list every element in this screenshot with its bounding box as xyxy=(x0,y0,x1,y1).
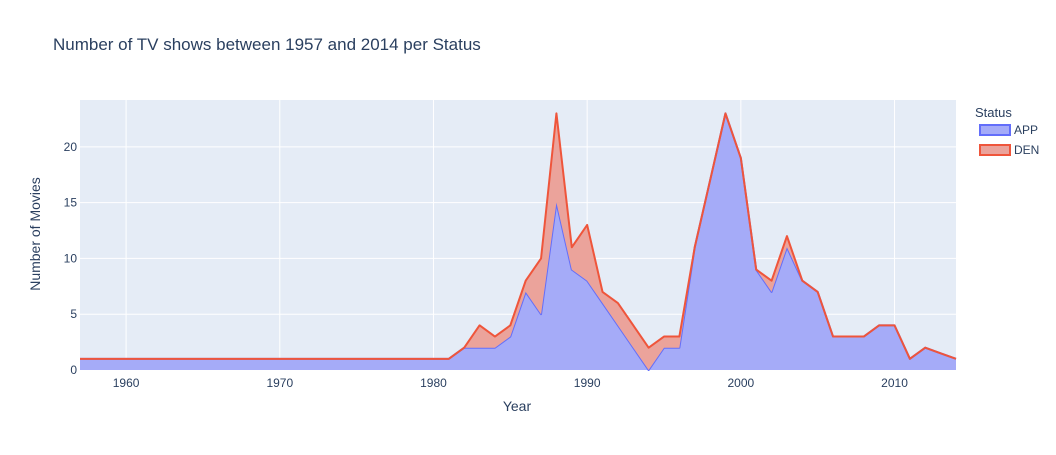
legend-item-app[interactable]: APP xyxy=(979,123,1038,137)
x-tick-label: 1970 xyxy=(266,376,293,390)
x-tick-label: 2010 xyxy=(881,376,908,390)
y-tick-label: 5 xyxy=(70,307,77,321)
y-axis-title: Number of Movies xyxy=(27,177,43,291)
area-series xyxy=(80,112,957,371)
legend[interactable]: Status APP DEN xyxy=(975,105,1039,157)
legend-swatch-app xyxy=(979,124,1011,136)
x-tick-label: 1980 xyxy=(420,376,447,390)
legend-item-den[interactable]: DEN xyxy=(979,143,1039,157)
legend-title: Status xyxy=(975,105,1012,120)
x-tick-label: 2000 xyxy=(727,376,754,390)
y-tick-label: 20 xyxy=(64,140,78,154)
legend-swatch-den xyxy=(979,144,1011,156)
chart-title: Number of TV shows between 1957 and 2014… xyxy=(53,35,481,54)
legend-label-app: APP xyxy=(1014,123,1038,137)
x-tick-label: 1990 xyxy=(574,376,601,390)
y-tick-label: 15 xyxy=(64,196,78,210)
axis-ticks: 1960 1970 1980 1990 2000 2010 0 5 10 15 20 xyxy=(64,140,909,390)
series-line-den[interactable] xyxy=(80,112,957,360)
y-tick-label: 10 xyxy=(64,251,78,265)
x-axis-title: Year xyxy=(503,398,532,414)
y-tick-label: 0 xyxy=(70,363,77,377)
area-fill-app xyxy=(80,113,956,370)
x-tick-label: 1960 xyxy=(113,376,140,390)
legend-label-den: DEN xyxy=(1014,143,1039,157)
